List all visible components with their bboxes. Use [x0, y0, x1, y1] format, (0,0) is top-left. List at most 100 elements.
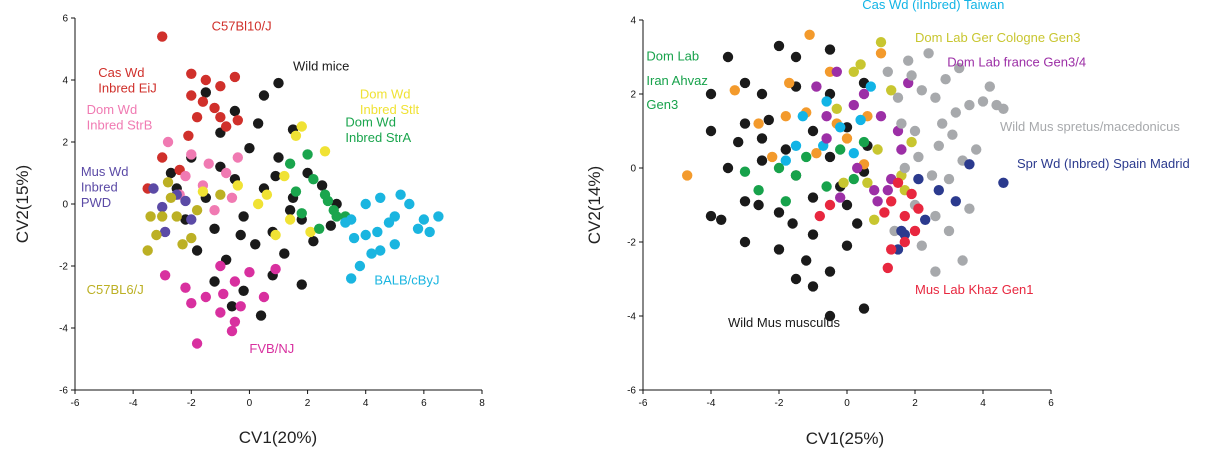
data-point: [807, 281, 819, 292]
data-point: [879, 207, 890, 218]
data-point: [923, 48, 934, 59]
data-point: [971, 144, 982, 155]
data-point: [899, 229, 910, 240]
data-point: [191, 205, 203, 216]
data-point: [215, 112, 226, 123]
chart-panel-2: -6-4-20246-6-4-2024CV1(25%)CV2(14%)Diom …: [585, 0, 1190, 448]
data-point: [852, 162, 863, 174]
data-point: [804, 29, 815, 40]
data-point: [235, 229, 246, 241]
data-point: [151, 229, 162, 241]
data-point: [899, 236, 910, 248]
data-point: [229, 105, 241, 117]
data-point: [814, 210, 825, 222]
data-point: [252, 118, 264, 129]
x-tick-label: 0: [247, 398, 253, 409]
y-tick-label: -6: [627, 386, 636, 397]
x-axis-title: CV1(20%): [239, 428, 317, 447]
data-point: [733, 136, 744, 148]
data-point: [872, 196, 883, 207]
group-label-cas-wd-iinbred-taiwan: Cas Wd (iInbred) Taiwan: [862, 0, 1004, 12]
data-point: [947, 129, 958, 140]
data-point: [882, 262, 893, 274]
data-point: [753, 185, 764, 196]
data-point: [340, 217, 351, 228]
data-point: [171, 211, 182, 222]
data-point: [162, 136, 174, 148]
x-tick-label: 4: [363, 398, 369, 409]
data-point: [220, 167, 232, 179]
data-point: [328, 205, 339, 216]
data-point: [314, 223, 325, 234]
data-point: [858, 88, 870, 100]
data-point: [957, 255, 968, 266]
data-point: [984, 81, 995, 92]
group-label-inbred-eij: Inbred EiJ: [98, 80, 157, 95]
data-point: [841, 199, 853, 211]
data-point: [841, 133, 853, 144]
data-point: [937, 118, 948, 129]
data-point: [215, 307, 226, 318]
data-point: [896, 118, 907, 129]
data-point: [899, 162, 910, 174]
series-wild-mus-musculus: [705, 40, 873, 322]
data-point: [232, 152, 243, 163]
data-point: [801, 151, 812, 163]
data-point: [226, 325, 238, 337]
data-point: [296, 279, 307, 290]
data-point: [780, 155, 791, 166]
data-point: [284, 205, 296, 216]
data-point: [756, 88, 768, 100]
data-point: [319, 146, 331, 157]
data-point: [157, 201, 168, 213]
data-point: [930, 210, 941, 222]
data-point: [244, 267, 255, 278]
data-point: [186, 90, 197, 101]
data-point: [290, 186, 302, 197]
data-point: [191, 112, 203, 123]
data-point: [882, 185, 893, 196]
data-point: [821, 111, 832, 122]
series-fvb-nj: [159, 260, 281, 349]
data-point: [916, 85, 927, 96]
group-label-wild-mus-musculus: Wild Mus musculus: [728, 315, 840, 330]
data-point: [930, 92, 941, 103]
data-point: [739, 118, 751, 129]
data-point: [162, 177, 174, 188]
data-point: [209, 223, 220, 234]
data-point: [197, 186, 209, 197]
data-point: [858, 303, 870, 314]
data-point: [716, 214, 727, 225]
data-point: [270, 229, 281, 241]
data-point: [159, 226, 171, 238]
series-wild-mus-spretus-macedonicus: [882, 48, 1009, 277]
data-point: [375, 245, 386, 256]
data-point: [273, 77, 284, 89]
data-point: [906, 70, 917, 81]
data-point: [296, 208, 307, 219]
data-point: [191, 338, 203, 349]
group-label-balb-cbyj: BALB/cByJ: [374, 273, 439, 288]
data-point: [875, 111, 887, 122]
data-point: [366, 248, 377, 259]
data-point: [345, 273, 357, 284]
data-point: [220, 121, 232, 132]
data-point: [739, 166, 751, 177]
data-point: [305, 226, 316, 238]
data-point: [238, 211, 249, 222]
data-point: [824, 151, 836, 163]
series-cas-wd-inbred-eij: [183, 96, 243, 141]
data-point: [824, 266, 836, 277]
data-point: [157, 211, 168, 222]
data-point: [229, 316, 241, 327]
data-point: [848, 99, 859, 111]
x-tick-label: -2: [187, 398, 196, 409]
data-point: [780, 111, 791, 122]
data-point: [835, 144, 846, 155]
data-point: [821, 96, 832, 107]
data-point: [821, 181, 832, 192]
data-point: [790, 140, 802, 151]
data-point: [270, 170, 281, 182]
data-point: [279, 248, 290, 259]
data-point: [865, 81, 876, 92]
